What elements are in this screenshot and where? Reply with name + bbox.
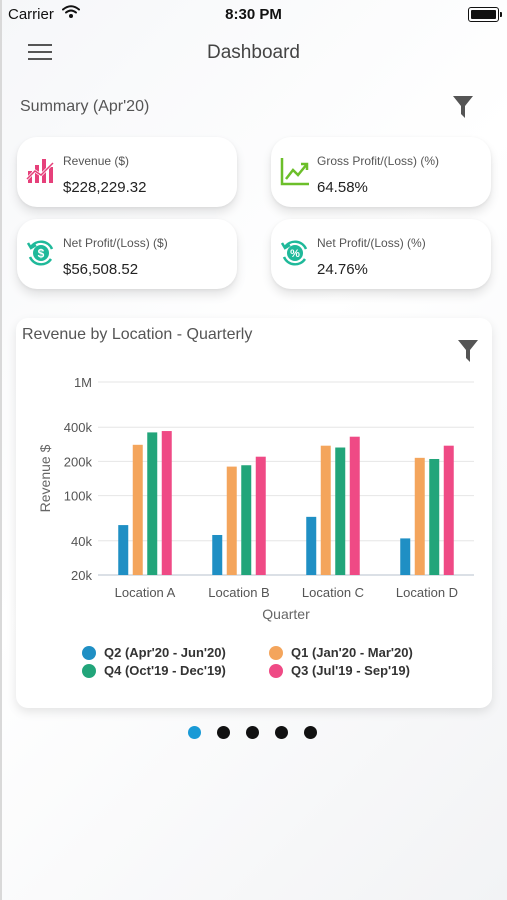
revenue-value: $228,229.32 [63, 179, 147, 196]
legend-label-q2: Q2 (Apr'20 - Jun'20) [104, 645, 226, 660]
screen-edge [0, 0, 2, 900]
bar [241, 465, 252, 575]
net-profit-amount-value: $56,508.52 [63, 261, 139, 278]
y-tick-label: 40k [71, 534, 92, 549]
bar [161, 431, 172, 575]
bar [212, 534, 223, 575]
legend-item-q1[interactable]: Q1 (Jan'20 - Mar'20) [269, 645, 413, 660]
svg-text:%: % [290, 248, 300, 260]
bar [400, 538, 411, 575]
wifi-icon [62, 5, 80, 18]
legend-item-q4[interactable]: Q4 (Oct'19 - Dec'19) [82, 663, 226, 678]
net-profit-percent-label: Net Profit/(Loss) (%) [317, 236, 426, 250]
page-title: Dashboard [207, 42, 300, 63]
summary-title: Summary (Apr'20) [20, 98, 150, 115]
page-dot[interactable] [246, 726, 259, 739]
page-dot[interactable] [188, 726, 201, 739]
y-axis-title: Revenue $ [37, 444, 53, 512]
gross-profit-card[interactable]: Gross Profit/(Loss) (%) 64.58% [271, 137, 491, 207]
x-tick-label: Location B [208, 585, 269, 600]
page-dot[interactable] [275, 726, 288, 739]
legend-swatch-q4 [82, 663, 96, 678]
status-bar: Carrier 8:30 PM [0, 0, 507, 30]
status-time: 8:30 PM [225, 6, 282, 23]
percent-cycle-icon: % [280, 240, 308, 266]
net-profit-amount-label: Net Profit/(Loss) ($) [63, 236, 168, 250]
bar [443, 445, 454, 575]
legend-item-q3[interactable]: Q3 (Jul'19 - Sep'19) [269, 663, 410, 678]
revenue-card[interactable]: Revenue ($) $228,229.32 [17, 137, 237, 207]
bar [335, 447, 346, 575]
revenue-label: Revenue ($) [63, 154, 130, 168]
trend-line-icon [280, 158, 309, 186]
legend-swatch-q3 [269, 663, 283, 678]
net-profit-percent-card[interactable]: % Net Profit/(Loss) (%) 24.76% [271, 219, 491, 289]
page-dot[interactable] [304, 726, 317, 739]
chart-filter-icon[interactable] [458, 340, 478, 362]
bar [132, 444, 143, 575]
legend-item-q2[interactable]: Q2 (Apr'20 - Jun'20) [82, 645, 226, 660]
legend-swatch-q2 [82, 645, 96, 660]
dollar-cycle-icon: $ [26, 240, 54, 266]
bar [255, 456, 266, 575]
y-tick-label: 100k [64, 489, 93, 504]
bar [118, 525, 129, 575]
y-tick-label: 20k [71, 568, 92, 583]
svg-text:$: $ [38, 247, 45, 261]
summary-filter-icon[interactable] [453, 96, 473, 118]
legend-label-q1: Q1 (Jan'20 - Mar'20) [291, 645, 413, 660]
y-tick-label: 400k [64, 420, 93, 435]
menu-icon[interactable] [28, 43, 52, 61]
legend-label-q4: Q4 (Oct'19 - Dec'19) [104, 663, 226, 678]
revenue-chart-panel: Revenue by Location - Quarterly 20k 40k 10… [16, 318, 492, 708]
y-tick-label: 200k [64, 454, 93, 469]
chart-title: Revenue by Location - Quarterly [22, 326, 253, 343]
bar [429, 458, 440, 575]
revenue-chart-icon [25, 159, 55, 183]
gross-profit-label: Gross Profit/(Loss) (%) [317, 154, 440, 168]
x-tick-label: Location C [302, 585, 364, 600]
page-dot[interactable] [217, 726, 230, 739]
x-tick-label: Location D [396, 585, 458, 600]
bar [306, 516, 317, 575]
bar [320, 445, 331, 575]
page-indicator [188, 726, 333, 739]
x-axis-title: Quarter [262, 606, 310, 622]
battery-icon [468, 7, 502, 22]
bar [349, 436, 360, 575]
legend-swatch-q1 [269, 645, 283, 660]
carrier-label: Carrier [8, 6, 54, 23]
legend-label-q3: Q3 (Jul'19 - Sep'19) [291, 663, 410, 678]
net-profit-percent-value: 24.76% [317, 261, 368, 278]
x-tick-label: Location A [115, 585, 176, 600]
net-profit-amount-card[interactable]: $ Net Profit/(Loss) ($) $56,508.52 [17, 219, 237, 289]
gross-profit-value: 64.58% [317, 179, 368, 196]
bar [147, 432, 158, 575]
y-tick-label: 1M [74, 375, 92, 390]
bar [414, 457, 425, 575]
bar [226, 466, 237, 575]
